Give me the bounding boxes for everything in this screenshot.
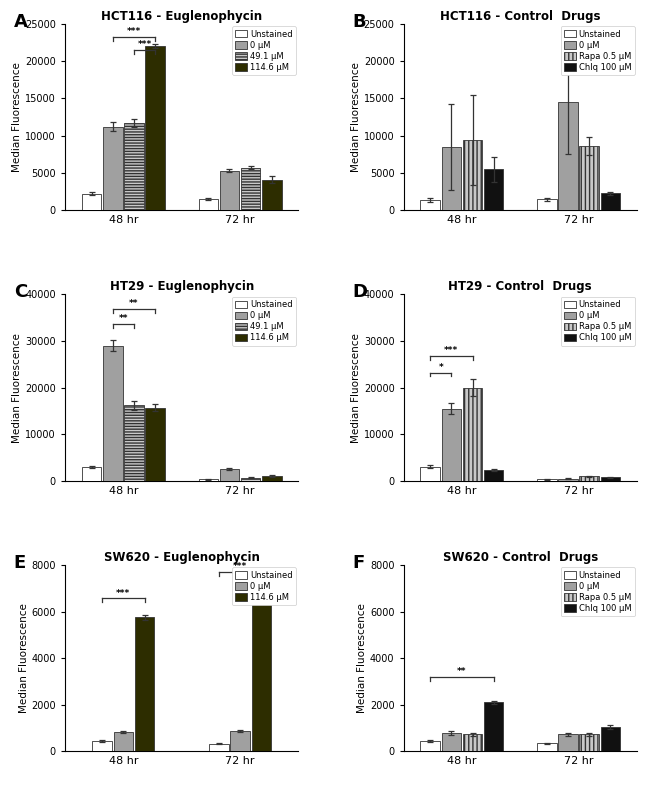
Bar — [537, 199, 556, 210]
Legend: Unstained, 0 μM, 114.6 μM: Unstained, 0 μM, 114.6 μM — [232, 567, 296, 605]
Y-axis label: Median Fluorescence: Median Fluorescence — [12, 62, 22, 172]
Legend: Unstained, 0 μM, Rapa 0.5 μM, Chlq 100 μM: Unstained, 0 μM, Rapa 0.5 μM, Chlq 100 μ… — [560, 297, 634, 346]
Text: **: ** — [129, 299, 138, 308]
Bar — [114, 732, 133, 751]
Title: HT29 - Control  Drugs: HT29 - Control Drugs — [448, 280, 592, 293]
Bar — [92, 741, 112, 751]
Text: ***: *** — [137, 40, 151, 49]
Text: F: F — [352, 554, 365, 572]
Bar — [484, 702, 504, 751]
Text: *: * — [438, 363, 443, 372]
Bar — [252, 591, 271, 751]
Legend: Unstained, 0 μM, 49.1 μM, 114.6 μM: Unstained, 0 μM, 49.1 μM, 114.6 μM — [232, 26, 296, 75]
Bar — [463, 734, 482, 751]
Bar — [601, 727, 620, 751]
Bar — [484, 169, 504, 210]
Bar — [601, 477, 620, 481]
Bar — [441, 409, 461, 481]
Bar — [209, 744, 229, 751]
Text: C: C — [14, 283, 27, 301]
Bar — [198, 479, 218, 481]
Bar — [463, 388, 482, 481]
Bar — [103, 127, 122, 210]
Bar — [241, 478, 261, 481]
Bar — [241, 168, 261, 210]
Text: D: D — [352, 283, 367, 301]
Bar — [124, 405, 144, 481]
Bar — [558, 479, 578, 481]
Bar — [441, 733, 461, 751]
Legend: Unstained, 0 μM, Rapa 0.5 μM, Chlq 100 μM: Unstained, 0 μM, Rapa 0.5 μM, Chlq 100 μ… — [560, 567, 634, 616]
Bar — [82, 467, 101, 481]
Title: SW620 - Euglenophycin: SW620 - Euglenophycin — [104, 551, 259, 564]
Text: A: A — [14, 13, 27, 31]
Bar — [82, 194, 101, 210]
Bar — [580, 476, 599, 481]
Y-axis label: Median Fluorescence: Median Fluorescence — [357, 604, 367, 713]
Title: HCT116 - Control  Drugs: HCT116 - Control Drugs — [440, 9, 601, 23]
Bar — [146, 46, 165, 210]
Text: ***: *** — [233, 562, 247, 571]
Bar — [558, 734, 578, 751]
Bar — [220, 171, 239, 210]
Text: E: E — [14, 554, 26, 572]
Bar — [220, 469, 239, 481]
Legend: Unstained, 0 μM, 49.1 μM, 114.6 μM: Unstained, 0 μM, 49.1 μM, 114.6 μM — [232, 297, 296, 346]
Bar — [537, 479, 556, 481]
Bar — [537, 744, 556, 751]
Bar — [124, 123, 144, 210]
Bar — [441, 147, 461, 210]
Y-axis label: Median Fluorescence: Median Fluorescence — [12, 333, 23, 442]
Bar — [262, 476, 281, 481]
Bar — [146, 407, 165, 481]
Text: ***: *** — [116, 589, 131, 597]
Title: HT29 - Euglenophycin: HT29 - Euglenophycin — [110, 280, 254, 293]
Bar — [484, 470, 504, 481]
Text: ***: *** — [127, 27, 141, 36]
Legend: Unstained, 0 μM, Rapa 0.5 μM, Chlq 100 μM: Unstained, 0 μM, Rapa 0.5 μM, Chlq 100 μ… — [560, 26, 634, 75]
Bar — [198, 199, 218, 210]
Bar — [421, 467, 440, 481]
Bar — [230, 731, 250, 751]
Bar — [421, 200, 440, 210]
Y-axis label: Median Fluorescence: Median Fluorescence — [351, 333, 361, 442]
Title: HCT116 - Euglenophycin: HCT116 - Euglenophycin — [101, 9, 263, 23]
Text: **: ** — [457, 667, 467, 676]
Text: B: B — [352, 13, 366, 31]
Bar — [601, 193, 620, 210]
Bar — [103, 346, 122, 481]
Text: ***: *** — [444, 346, 458, 355]
Y-axis label: Median Fluorescence: Median Fluorescence — [351, 62, 361, 172]
Bar — [580, 146, 599, 210]
Bar — [262, 180, 281, 210]
Y-axis label: Median Fluorescence: Median Fluorescence — [19, 604, 29, 713]
Title: SW620 - Control  Drugs: SW620 - Control Drugs — [443, 551, 598, 564]
Bar — [135, 617, 154, 751]
Bar — [463, 140, 482, 210]
Bar — [580, 734, 599, 751]
Text: **: ** — [118, 314, 128, 324]
Bar — [421, 741, 440, 751]
Bar — [558, 102, 578, 210]
